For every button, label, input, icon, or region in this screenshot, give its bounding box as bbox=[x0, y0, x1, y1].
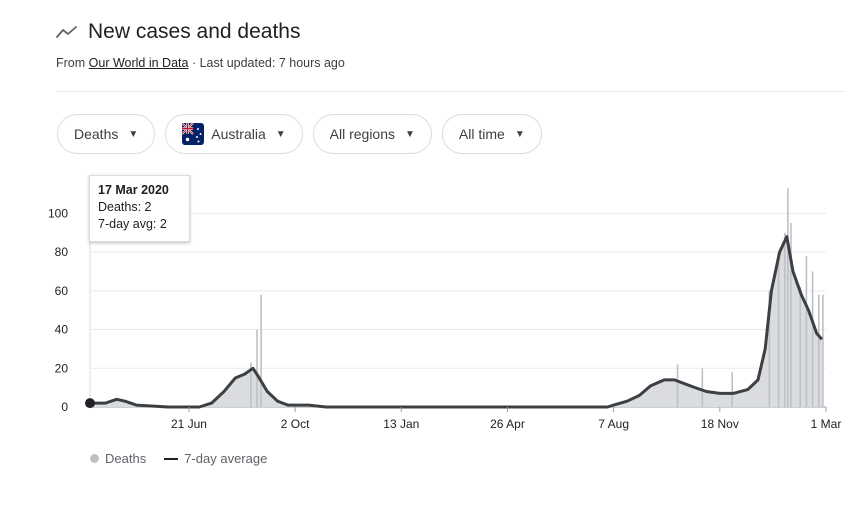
caret-down-icon: ▼ bbox=[405, 128, 415, 140]
divider bbox=[56, 91, 844, 92]
deaths-legend-label: Deaths bbox=[105, 451, 147, 466]
deaths-legend-swatch bbox=[90, 454, 99, 463]
x-axis: 21 Jun 2 Oct 13 Jan 26 Apr 7 Aug 18 Nov 1 Mar bbox=[171, 407, 841, 431]
y-tick-label: 80 bbox=[55, 245, 69, 259]
time-range-dropdown-label: All time bbox=[458, 126, 505, 142]
x-tick-label: 13 Jan bbox=[383, 417, 419, 431]
metric-dropdown-label: Deaths bbox=[74, 126, 119, 142]
source-line: From Our World in Data · Last updated: 7… bbox=[56, 56, 345, 70]
y-tick-label: 40 bbox=[55, 323, 69, 337]
y-tick-label: 100 bbox=[48, 206, 68, 220]
y-axis: 0 20 40 60 80 100 bbox=[48, 206, 68, 414]
last-updated: · Last updated: 7 hours ago bbox=[191, 56, 345, 70]
chart-tooltip: 17 Mar 2020 Deaths: 2 7-day avg: 2 bbox=[89, 175, 190, 242]
time-range-dropdown[interactable]: All time ▼ bbox=[441, 114, 542, 154]
trending-line-icon bbox=[56, 26, 77, 38]
y-tick-label: 20 bbox=[55, 361, 69, 375]
tooltip-deaths: Deaths: 2 bbox=[98, 200, 152, 214]
x-tick-label: 21 Jun bbox=[171, 417, 207, 431]
metric-dropdown[interactable]: Deaths ▼ bbox=[57, 114, 156, 154]
y-tick-label: 0 bbox=[61, 400, 68, 414]
country-dropdown[interactable]: Australia ▼ bbox=[165, 114, 303, 154]
source-link[interactable]: Our World in Data bbox=[88, 56, 189, 70]
chart-header: New cases and deaths bbox=[56, 20, 300, 44]
page-title: New cases and deaths bbox=[88, 20, 301, 43]
region-dropdown-label: All regions bbox=[329, 126, 396, 142]
x-tick-label: 18 Nov bbox=[701, 417, 739, 431]
x-tick-label: 7 Aug bbox=[598, 417, 629, 431]
region-dropdown[interactable]: All regions ▼ bbox=[312, 114, 432, 154]
highlighted-point bbox=[85, 398, 95, 409]
caret-down-icon: ▼ bbox=[275, 128, 286, 140]
x-tick-label: 1 Mar bbox=[811, 417, 842, 431]
tooltip-average: 7-day avg: 2 bbox=[98, 217, 167, 231]
deaths-area bbox=[90, 236, 822, 407]
source-prefix: From bbox=[56, 56, 86, 70]
tooltip-date: 17 Mar 2020 bbox=[98, 183, 169, 197]
average-legend-swatch bbox=[164, 457, 179, 460]
x-tick-label: 2 Oct bbox=[281, 417, 310, 431]
deaths-bars bbox=[90, 188, 824, 407]
australia-flag-icon bbox=[182, 123, 205, 145]
filter-bar: Deaths ▼ Australia ▼ All regions ▼ All t… bbox=[57, 114, 542, 154]
gridlines bbox=[89, 180, 826, 408]
x-tick-label: 26 Apr bbox=[490, 417, 525, 431]
deaths-chart[interactable]: 0 20 40 60 80 100 21 Jun 2 Oct 13 Jan 26 Apr 7 Au… bbox=[0, 160, 863, 445]
seven-day-average-path bbox=[90, 235, 824, 409]
average-legend-label: 7-day average bbox=[184, 451, 268, 466]
caret-down-icon: ▼ bbox=[128, 128, 139, 140]
seven-day-average-line bbox=[85, 235, 824, 409]
y-tick-label: 60 bbox=[55, 284, 69, 298]
chart-legend: Deaths 7-day average bbox=[90, 451, 267, 466]
country-dropdown-label: Australia bbox=[211, 126, 266, 142]
caret-down-icon: ▼ bbox=[514, 128, 525, 140]
